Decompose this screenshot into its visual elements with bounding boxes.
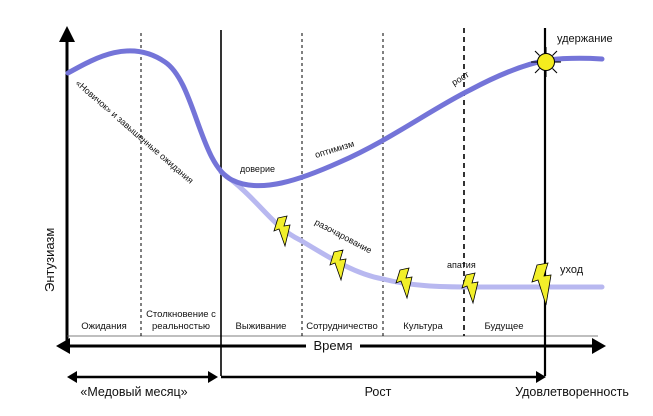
upper-curve [65, 48, 605, 189]
stage-honeymoon: «Медовый месяц» [80, 385, 187, 399]
y-axis-label: Энтузиазм [42, 228, 57, 292]
phase-future: Будущее [484, 321, 523, 332]
honeymoon-arrowhead-left [67, 371, 77, 383]
label-growth: рост [450, 69, 471, 87]
stage-growth: Рост [365, 385, 392, 399]
lightning-icon-5 [531, 262, 552, 306]
label-leave: уход [560, 264, 584, 276]
x-axis-arrowhead-right [592, 338, 606, 354]
label-retention: удержание [557, 33, 613, 45]
label-trust: доверие [240, 164, 275, 174]
lightning-icon-1 [273, 215, 291, 248]
lightning-icon-4 [461, 272, 479, 305]
x-axis-label: Время [313, 338, 352, 353]
x-axis-arrowhead-left [56, 338, 70, 354]
label-apathy: апатия [447, 260, 476, 270]
stage-satisfaction: Удовлетворенность [515, 385, 629, 399]
phase-reality-line2: реальностью [152, 321, 210, 332]
lightning-icon-3 [395, 267, 413, 300]
phase-expectations: Ожидания [81, 321, 127, 332]
label-novice: «Новичок» и завышенные ожидания [74, 78, 196, 186]
growth-arrowhead [536, 371, 546, 383]
phase-culture: Культура [403, 321, 443, 332]
x-axis-label-bg [306, 337, 360, 354]
phase-reality-line1: Столкновение с [146, 309, 216, 320]
phase-cooperation: Сотрудничество [306, 321, 378, 332]
y-axis-arrowhead [59, 26, 75, 42]
lower-curve [218, 169, 605, 290]
sun-icon [531, 47, 561, 77]
honeymoon-arrowhead-right [208, 371, 218, 383]
phase-survival: Выживание [236, 321, 287, 332]
lightning-icon-2 [329, 249, 347, 282]
